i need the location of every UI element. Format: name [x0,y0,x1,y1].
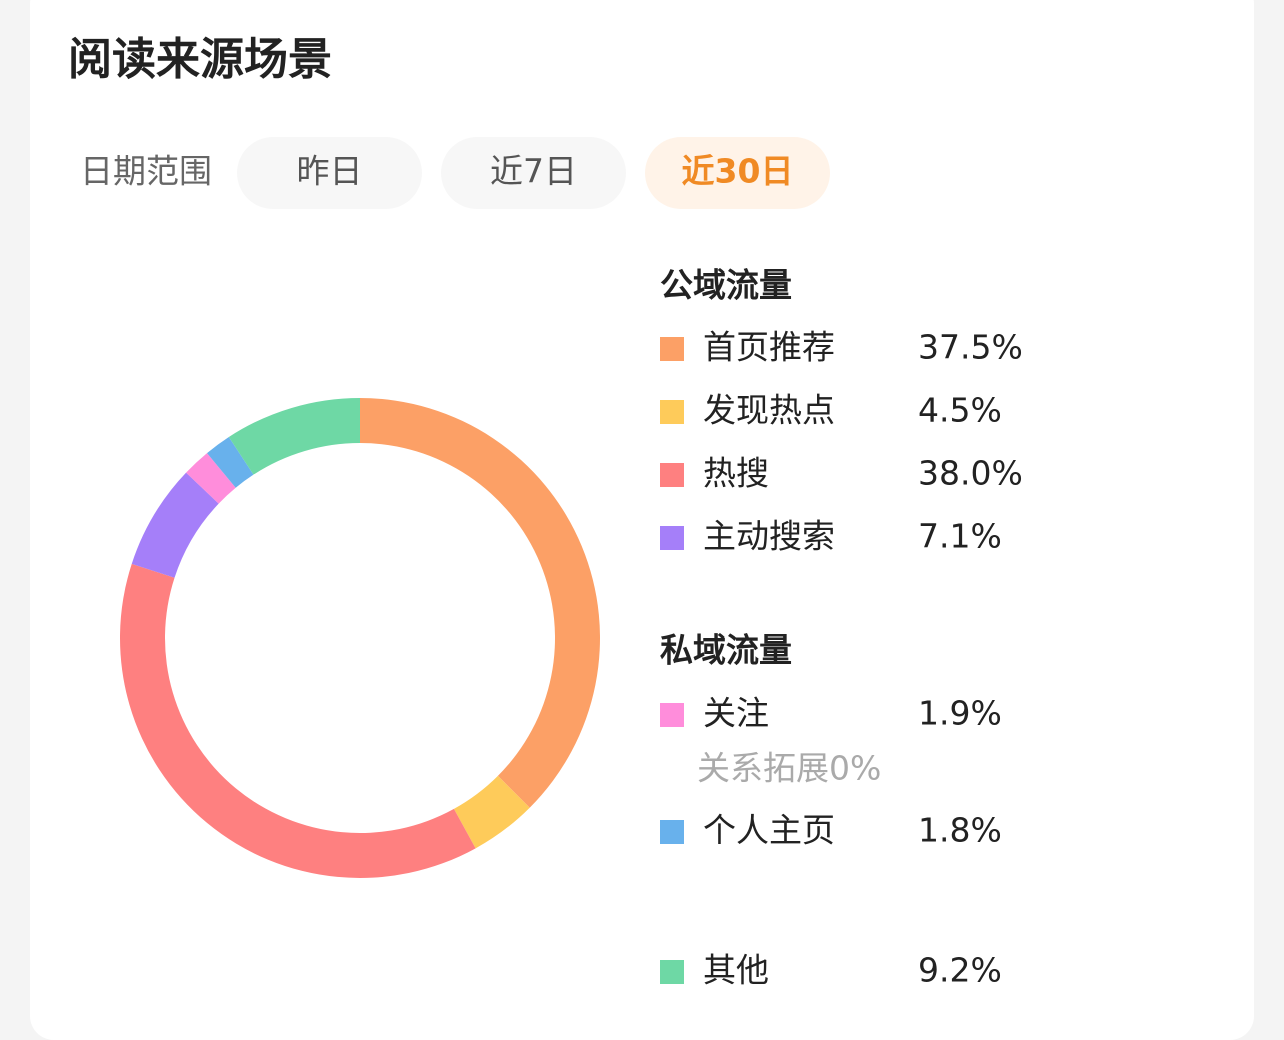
legend-swatch [660,703,684,727]
donut-segment [207,436,254,488]
legend-value: 9.2% [918,951,1002,990]
legend-value: 7.1% [918,517,1002,556]
date-pill[interactable] [441,137,626,209]
legend-swatch [660,526,684,550]
legend-label: 热搜 [703,454,769,493]
legend-label: 主动搜索 [703,517,835,556]
title: 阅读来源场景 [68,34,332,85]
legend-value: 1.8% [918,811,1002,850]
donut-segment [120,563,476,879]
legend-value: 38.0% [918,454,1023,493]
legend-label: 其他 [703,951,769,990]
date-option[interactable]: 近7日 [490,152,577,191]
date-option[interactable]: 近30日 [682,152,794,191]
donut-segment [131,472,219,578]
date-pill[interactable] [645,137,830,209]
legend-label: 首页推荐 [703,328,835,367]
legend-swatch [660,960,684,984]
group-heading: 私域流量 [660,631,792,670]
legend-value: 37.5% [918,328,1023,367]
legend-value: 4.5% [918,391,1002,430]
card [30,0,1254,1040]
legend-swatch [660,400,684,424]
donut-segment [186,453,236,504]
legend-value: 1.9% [918,694,1002,733]
date-pill[interactable] [237,137,422,209]
legend-label: 个人主页 [703,811,835,850]
legend-label: 关注 [703,694,769,733]
legend-label: 发现热点 [703,391,835,430]
legend-swatch [660,820,684,844]
date-label: 日期范围 [80,152,212,191]
legend-swatch [660,463,684,487]
donut-segment [360,398,600,808]
donut-segment [228,398,360,475]
donut-segment [453,775,530,849]
date-option[interactable]: 昨日 [297,152,363,191]
legend-swatch [660,337,684,361]
legend-note: 关系拓展0% [697,749,881,788]
group-heading: 公域流量 [660,266,792,305]
